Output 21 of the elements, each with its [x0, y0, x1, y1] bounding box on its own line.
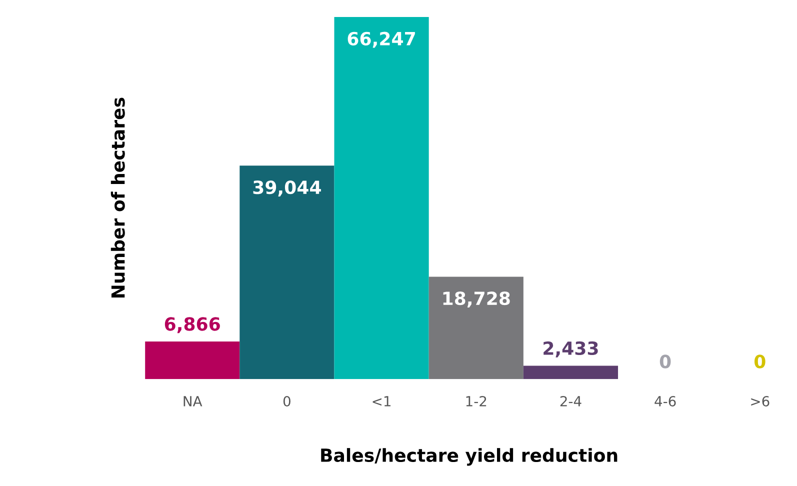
data-label: 6,866: [164, 317, 220, 334]
x-tick-label: 4-6: [654, 396, 676, 406]
x-tick-label: 1-2: [466, 396, 486, 406]
x-tick-label: NA: [184, 396, 202, 406]
data-label: 0: [754, 354, 766, 368]
data-label: 66,247: [348, 32, 415, 48]
data-label: 39,044: [253, 180, 321, 196]
y-axis-title: Number of hectares: [110, 98, 125, 298]
x-axis-title: Bales/hectare yield reduction: [321, 448, 618, 466]
bar: [145, 342, 240, 380]
x-tick-label: 0: [283, 396, 290, 406]
x-tick-label: 2-4: [560, 396, 582, 406]
data-label: 0: [660, 354, 671, 368]
data-label: 18,728: [443, 292, 510, 308]
bar: [523, 366, 618, 380]
bar: [334, 17, 429, 380]
bar: [428, 276, 524, 380]
x-tick-label: <1: [372, 396, 390, 406]
bar: [240, 166, 334, 380]
x-tick-label: >6: [751, 396, 770, 406]
data-label: 2,433: [544, 341, 598, 358]
